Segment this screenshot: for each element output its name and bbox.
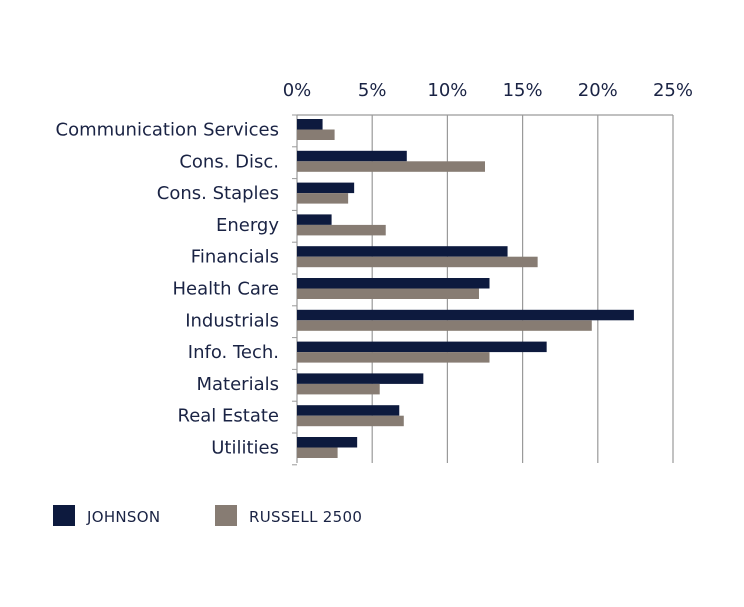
- russell-bar: [297, 447, 338, 458]
- category-label: Materials: [196, 374, 279, 395]
- category-label: Cons. Disc.: [179, 151, 279, 172]
- russell-bar: [297, 256, 538, 268]
- x-tick-label: 5%: [358, 80, 387, 101]
- category-label: Energy: [216, 215, 279, 236]
- x-tick-label: 25%: [653, 80, 693, 101]
- johnson-bar: [297, 214, 332, 225]
- x-tick-label: 10%: [427, 80, 467, 101]
- category-label: Utilities: [211, 438, 279, 459]
- johnson-bar: [297, 405, 400, 416]
- russell-bar: [297, 288, 479, 299]
- bars: [297, 119, 634, 458]
- x-tick-label: 15%: [503, 80, 543, 101]
- x-tick-labels: 0% 5% 10% 15% 20% 25%: [283, 80, 693, 101]
- x-tick-label: 20%: [578, 80, 618, 101]
- russell-bar: [297, 415, 404, 427]
- russell-bar: [297, 320, 592, 331]
- russell-bar: [297, 161, 485, 172]
- russell-bar: [297, 193, 349, 204]
- category-label: Communication Services: [56, 120, 280, 141]
- johnson-bar: [297, 150, 407, 162]
- legend-johnson-label: JOHNSON: [86, 508, 160, 526]
- russell-bar: [297, 129, 335, 140]
- grid-layer: [292, 114, 674, 466]
- johnson-bar: [297, 373, 424, 384]
- johnson-bar: [297, 437, 358, 448]
- category-label: Info. Tech.: [188, 342, 279, 363]
- russell-bar: [297, 224, 386, 236]
- category-label: Cons. Staples: [157, 183, 279, 204]
- johnson-bar: [297, 341, 547, 353]
- category-labels: Communication Services Cons. Disc. Cons. S…: [56, 120, 280, 459]
- johnson-bar: [297, 309, 634, 321]
- legend: JOHNSON RUSSELL 2500: [53, 505, 362, 526]
- russell-bar: [297, 352, 490, 363]
- legend-johnson-swatch: [53, 505, 75, 526]
- category-label: Real Estate: [178, 406, 280, 427]
- johnson-bar: [297, 246, 508, 257]
- x-tick-label: 0%: [283, 80, 312, 101]
- legend-russell-swatch: [215, 505, 237, 526]
- johnson-bar: [297, 182, 355, 194]
- russell-bar: [297, 383, 380, 395]
- category-label: Health Care: [172, 279, 279, 300]
- category-label: Financials: [191, 247, 279, 268]
- johnson-bar: [297, 119, 323, 130]
- category-label: Industrials: [185, 310, 279, 331]
- johnson-bar: [297, 278, 490, 289]
- legend-russell-label: RUSSELL 2500: [249, 508, 362, 526]
